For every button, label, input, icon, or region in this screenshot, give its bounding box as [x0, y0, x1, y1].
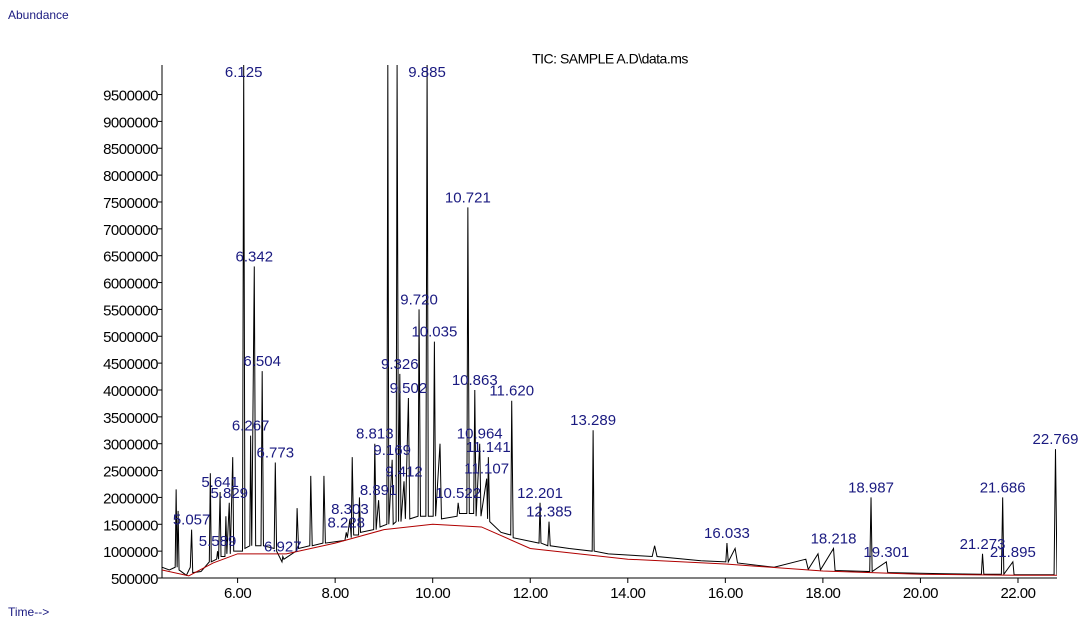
peak-label: 8.813 [356, 426, 394, 443]
peak-label: 9.720 [400, 291, 438, 308]
peak-label: 9.169 [373, 442, 411, 459]
peak-label: 10.863 [452, 372, 498, 389]
peak-label: 21.686 [980, 479, 1026, 496]
y-tick-label: 6000000 [103, 276, 158, 293]
peak-label: 16.033 [704, 525, 750, 542]
y-tick-label: 8000000 [103, 168, 158, 185]
y-tick-label: 2500000 [103, 464, 158, 481]
y-tick-label: 1500000 [103, 517, 158, 534]
y-tick-label: 500000 [111, 571, 158, 588]
x-tick-label: 6.00 [224, 585, 251, 602]
peak-label: 9.502 [390, 380, 428, 397]
peak-label: 11.107 [464, 461, 509, 478]
y-tick-label: 3500000 [103, 410, 158, 427]
peak-label: 5.829 [210, 485, 248, 502]
peak-label: 18.987 [848, 479, 894, 496]
x-tick-label: 14.00 [610, 585, 645, 602]
trace [162, 523, 1057, 577]
trace [162, 65, 1057, 577]
peak-label: 21.273 [960, 536, 1006, 553]
plot-area [162, 65, 1057, 577]
x-tick-label: 12.00 [513, 585, 548, 602]
x-tick-label: 10.00 [415, 585, 450, 602]
peak-label: 6.927 [264, 538, 302, 555]
y-tick-label: 5500000 [103, 302, 158, 319]
peak-label: 19.301 [863, 544, 909, 561]
peak-label: 10.721 [445, 189, 491, 206]
y-tick-label: 9500000 [103, 88, 158, 105]
y-tick-label: 6500000 [103, 249, 158, 266]
peak-label: 5.641 [201, 474, 239, 491]
peak-label: 12.201 [517, 485, 563, 502]
peak-label: 8.228 [327, 514, 365, 531]
peak-label: 8.891 [360, 482, 398, 499]
y-axis-label: Abundance [8, 8, 69, 22]
x-tick-label: 18.00 [805, 585, 840, 602]
peak-label: 11.141 [466, 439, 511, 456]
peak-label: 6.342 [236, 248, 274, 265]
peak-label: 5.057 [173, 512, 211, 529]
peak-label: 10.522 [435, 485, 481, 502]
x-tick-label: 20.00 [903, 585, 938, 602]
peak-label: 9.412 [385, 463, 423, 480]
peak-label: 13.289 [570, 412, 616, 429]
chart-title: TIC: SAMPLE A.D\data.ms [532, 51, 688, 67]
x-axis-label: Time--> [8, 605, 49, 619]
peak-label: 10.035 [411, 324, 457, 341]
y-tick-label: 2000000 [103, 490, 158, 507]
peak-label: 6.267 [232, 418, 270, 435]
x-tick-label: 16.00 [708, 585, 743, 602]
peak-label: 10.964 [457, 426, 503, 443]
peak-label: 6.773 [257, 444, 295, 461]
peak-label: 21.895 [990, 544, 1036, 561]
peak-label: 8.303 [331, 501, 369, 518]
x-tick-label: 22.00 [1000, 585, 1035, 602]
x-tick-label: 8.00 [322, 585, 349, 602]
y-tick-label: 3000000 [103, 437, 158, 454]
y-tick-label: 7500000 [103, 195, 158, 212]
peak-label: 9.885 [408, 64, 446, 81]
y-tick-label: 9000000 [103, 114, 158, 131]
peak-label: 5.589 [199, 533, 237, 550]
peak-label: 22.769 [1033, 431, 1079, 448]
y-tick-label: 4500000 [103, 356, 158, 373]
peak-label: 11.620 [489, 383, 534, 400]
peak-label: 9.326 [381, 356, 419, 373]
y-tick-label: 8500000 [103, 141, 158, 158]
peak-label: 18.218 [811, 530, 857, 547]
peak-label: 6.125 [225, 64, 263, 81]
y-tick-label: 5000000 [103, 329, 158, 346]
y-tick-label: 7000000 [103, 222, 158, 239]
peak-label: 6.504 [243, 353, 281, 370]
y-tick-label: 1000000 [103, 544, 158, 561]
peak-label: 12.385 [526, 504, 572, 521]
y-tick-label: 4000000 [103, 383, 158, 400]
